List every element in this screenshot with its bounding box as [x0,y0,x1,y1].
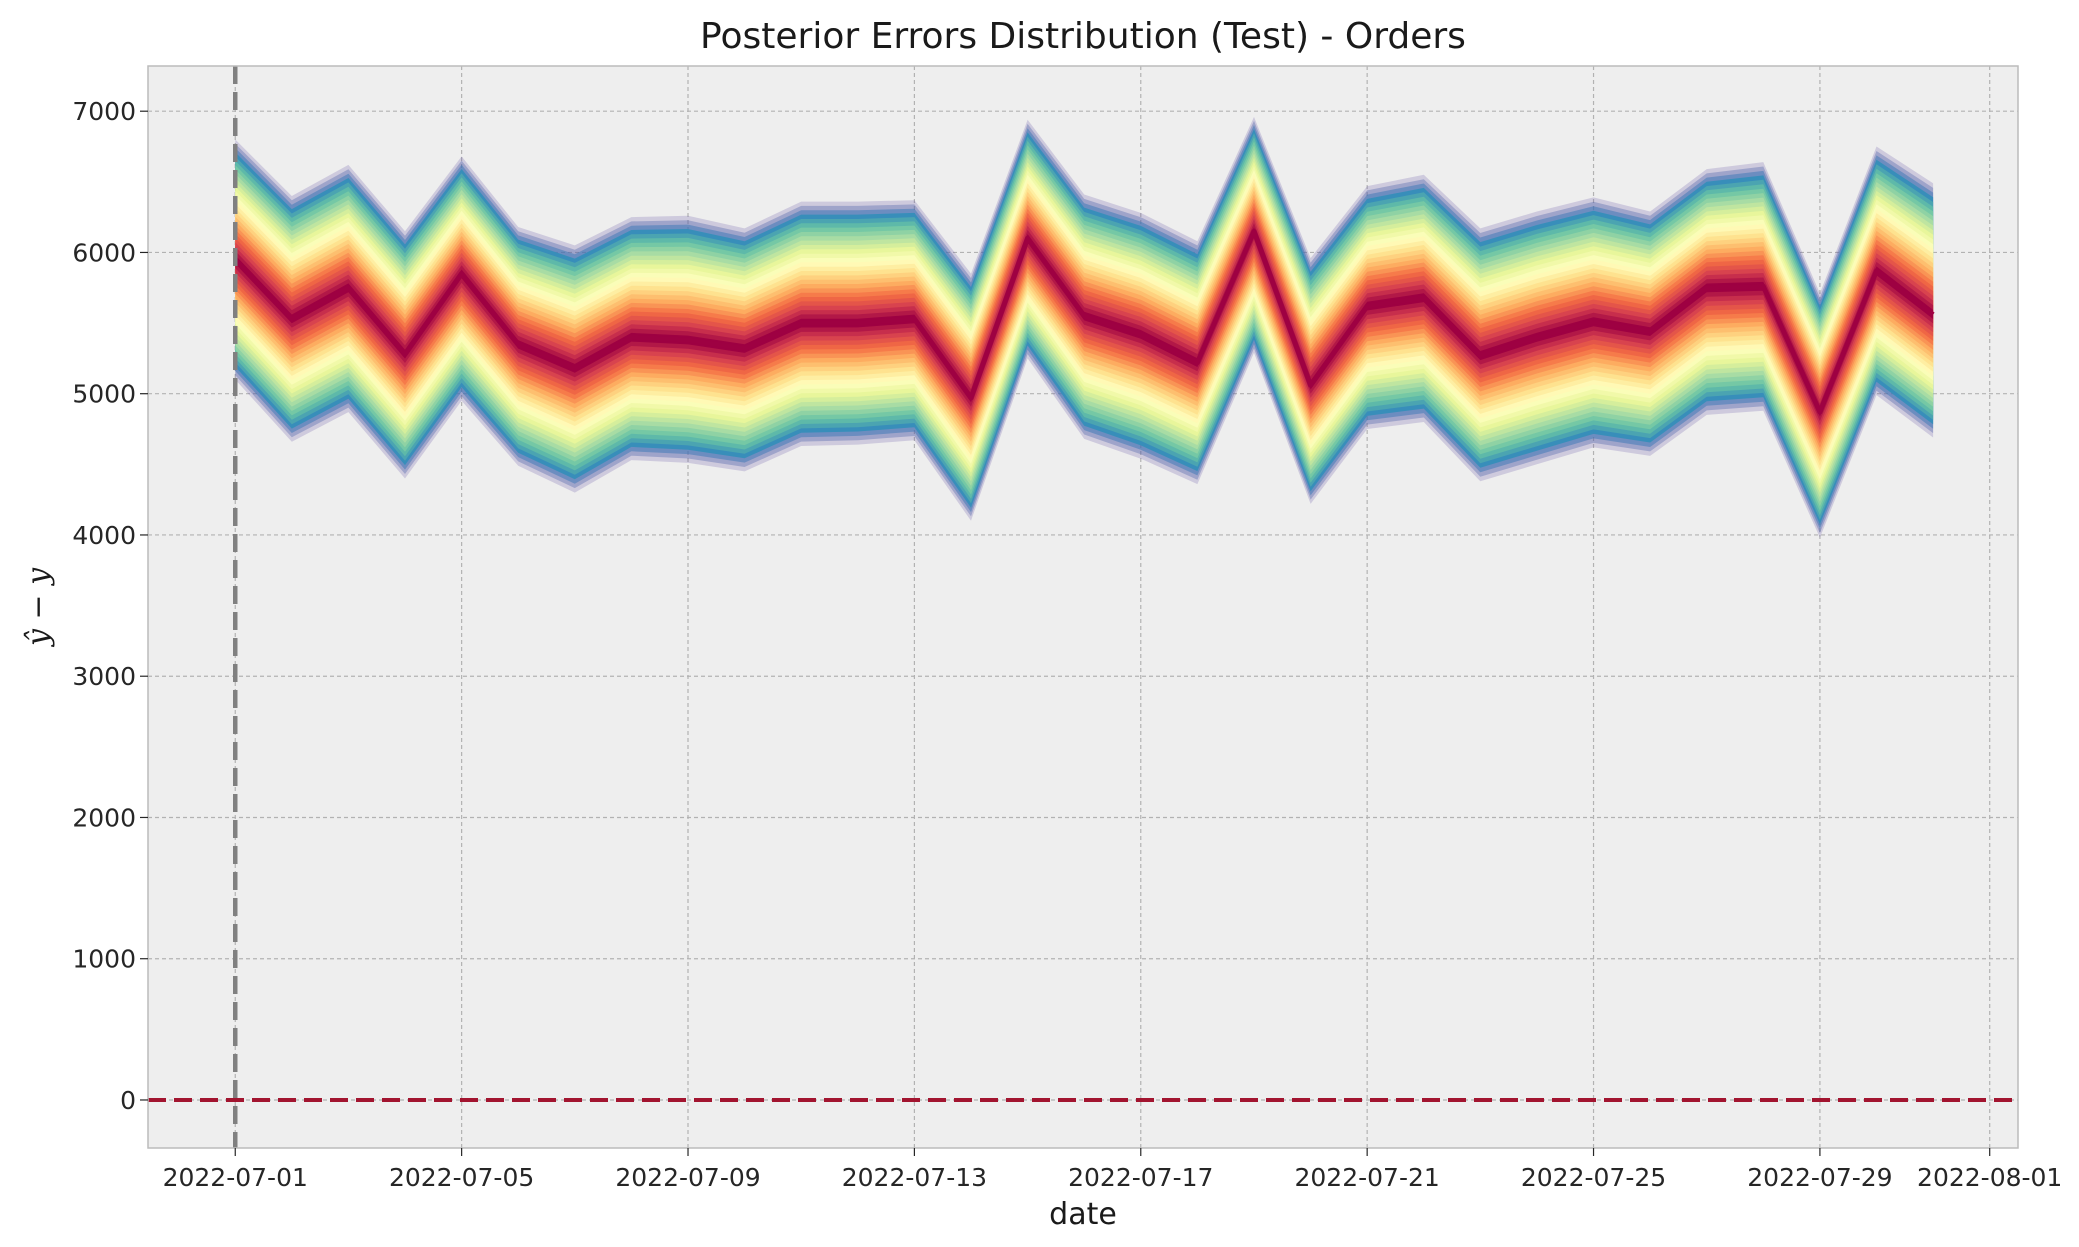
y-tick-label: 1000 [72,945,136,974]
y-tick-label: 7000 [72,97,136,126]
y-tick-label: 4000 [72,521,136,550]
posterior-bands [233,116,1935,538]
median-line [233,228,1935,415]
x-tick-label: 2022-07-09 [615,1163,760,1192]
x-tick-label: 2022-07-05 [389,1163,534,1192]
y-tick-label: 0 [120,1086,136,1115]
y-tick-label: 3000 [72,662,136,691]
plot-border [147,65,2019,1149]
y-axis-label: ŷ − y [21,567,56,648]
x-tick-label: 2022-07-13 [842,1163,987,1192]
reference-lines [148,66,2018,1148]
y-axis-ticks: 0 1000 2000 3000 4000 5000 6000 7000 [72,97,148,1115]
hdi-band [235,223,1934,422]
x-tick-label: 2022-07-01 [163,1163,308,1192]
x-tick-label: 2022-07-29 [1747,1163,1892,1192]
y-tick-label: 2000 [72,803,136,832]
y-tick-label: 5000 [72,380,136,409]
y-tick-label: 6000 [72,238,136,267]
x-axis-label: date [1049,1197,1117,1232]
x-tick-label: 2022-07-21 [1295,1163,1440,1192]
x-tick-label: 2022-07-17 [1068,1163,1213,1192]
x-tick-label: 2022-07-25 [1521,1163,1666,1192]
chart-title: Posterior Errors Distribution (Test) - O… [700,16,1466,57]
x-tick-label: 2022-08-01 [1917,1163,2062,1192]
x-axis-ticks: 2022-07-01 2022-07-05 2022-07-09 2022-07-13… [163,1148,2062,1192]
